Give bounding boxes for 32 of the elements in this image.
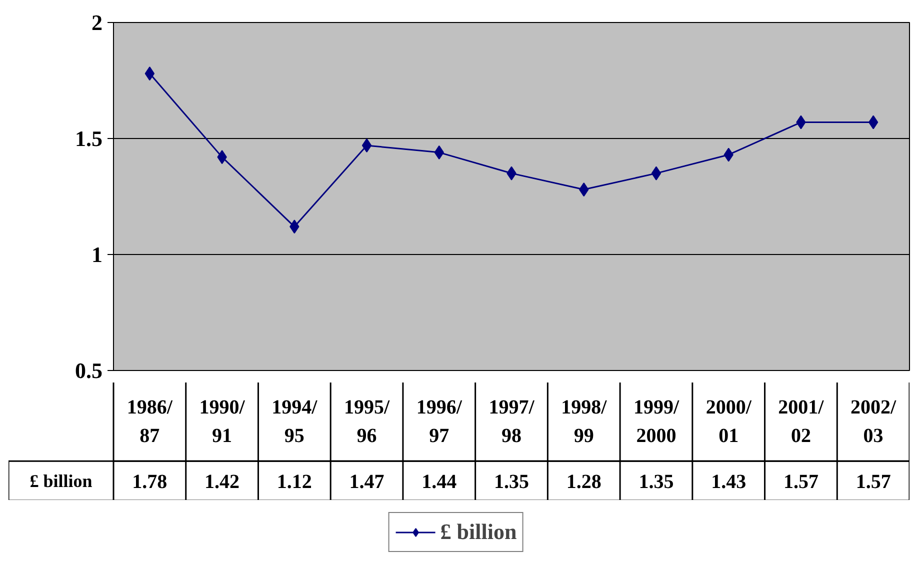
y-tick-label: 0.5: [75, 358, 102, 383]
x-tick-label: 1999/2000: [633, 396, 680, 448]
text: £ billion: [30, 470, 92, 491]
x-tick-label: 1986/87: [126, 396, 173, 448]
point: [144, 66, 155, 81]
data-label: 1.35: [638, 470, 674, 493]
x-tick-label: 1996/97: [416, 396, 462, 448]
data-label: 1.44: [422, 470, 457, 493]
data-label: 1.43: [711, 470, 746, 493]
point: [362, 138, 372, 152]
data-label: 1.28: [566, 470, 602, 493]
x-tick-label: 2000/01: [706, 396, 752, 448]
data-label: 1.57: [783, 470, 818, 493]
x-tick-label: 2002/03: [850, 396, 897, 448]
point: [868, 115, 878, 130]
data-label: 1.35: [494, 470, 529, 493]
data-label: 1.42: [204, 470, 240, 493]
point: [651, 166, 662, 180]
data-label: 1.78: [132, 470, 168, 493]
data-label: 1.47: [349, 470, 384, 493]
y-tick-label: 1.5: [75, 126, 102, 151]
legend-label: £ billion: [440, 518, 517, 544]
x-tick-label: 1990/91: [199, 396, 246, 448]
y-tick-label: 1: [92, 242, 102, 267]
x-tick-label: 1997/98: [488, 396, 535, 448]
x-tick-label: 1995/96: [344, 396, 390, 448]
x-tick-label: 1994/95: [272, 396, 318, 448]
x-tick-label: 2001/02: [778, 396, 824, 448]
y-tick-label: 2: [92, 10, 102, 35]
data-label: 1.12: [276, 470, 312, 493]
x-tick-label: 1998/99: [561, 396, 608, 448]
data-label: 1.57: [856, 470, 891, 493]
